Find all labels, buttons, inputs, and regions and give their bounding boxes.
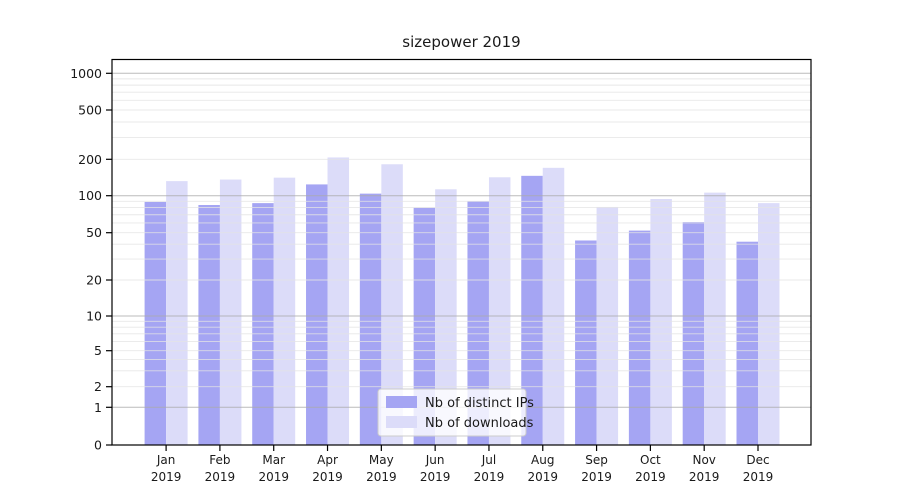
x-tick-label-year: 2019 (366, 470, 397, 484)
x-tick-label-month: Jul (481, 453, 496, 467)
x-tick-label-year: 2019 (312, 470, 343, 484)
x-tick-label-year: 2019 (420, 470, 451, 484)
bar-distinct-ips-sep (575, 240, 597, 445)
bar-downloads-jan (166, 181, 188, 445)
x-tick-label-year: 2019 (581, 470, 612, 484)
bar-downloads-apr (327, 157, 350, 445)
bar-distinct-ips-jun (413, 207, 436, 445)
bar-distinct-ips-jan (144, 201, 167, 445)
chart-title: sizepower 2019 (402, 33, 520, 51)
y-tick-label: 500 (78, 103, 102, 118)
x-tick-label-month: Jun (425, 453, 445, 467)
x-tick-label-month: Oct (640, 453, 661, 467)
y-tick-label: 10 (86, 309, 102, 324)
bar-downloads-may (381, 164, 403, 446)
x-tick-label-month: Jan (156, 453, 176, 467)
bar-downloads-nov (704, 192, 726, 445)
bar-downloads-jun (435, 189, 457, 445)
bar-distinct-ips-oct (628, 230, 651, 445)
bar-downloads-dec (758, 203, 780, 445)
bar-downloads-aug (542, 167, 565, 445)
bar-downloads-mar (273, 177, 296, 446)
y-tick-label: 200 (78, 152, 102, 167)
x-tick-label-month: Feb (209, 453, 230, 467)
y-tick-label: 20 (86, 273, 102, 288)
legend-swatch-distinct-ips (386, 396, 417, 408)
x-tick-label-year: 2019 (635, 470, 666, 484)
y-tick-label: 2 (94, 379, 102, 394)
bar-distinct-ips-aug (521, 175, 543, 445)
x-tick-label-year: 2019 (205, 470, 236, 484)
x-tick-label-year: 2019 (151, 470, 182, 484)
y-tick-label: 50 (86, 225, 102, 240)
bar-distinct-ips-feb (198, 205, 220, 445)
bar-downloads-sep (596, 206, 619, 445)
x-tick-label-month: May (369, 453, 394, 467)
bar-distinct-ips-jul (467, 201, 489, 445)
bar-downloads-oct (650, 199, 672, 445)
bar-distinct-ips-dec (736, 241, 758, 445)
x-tick-label-year: 2019 (474, 470, 505, 484)
bar-distinct-ips-mar (252, 203, 274, 445)
x-tick-label-year: 2019 (258, 470, 289, 484)
bar-distinct-ips-apr (306, 184, 328, 445)
bar-distinct-ips-may (359, 193, 382, 445)
y-tick-label: 100 (78, 188, 102, 203)
x-tick-label-month: Nov (692, 453, 715, 467)
bar-downloads-feb (219, 179, 242, 445)
x-tick-label-year: 2019 (689, 470, 720, 484)
y-tick-label: 5 (94, 343, 102, 358)
x-tick-label-month: Aug (531, 453, 554, 467)
y-tick-label: 1 (94, 400, 102, 415)
x-tick-label-month: Mar (262, 453, 285, 467)
y-tick-label: 0 (94, 438, 102, 453)
legend-label-downloads: Nb of downloads (425, 416, 534, 431)
plot-frame (111, 58, 812, 446)
x-tick-label-year: 2019 (743, 470, 774, 484)
x-tick-label-month: Sep (585, 453, 608, 467)
x-tick-label-year: 2019 (527, 470, 558, 484)
legend-swatch-downloads (386, 416, 417, 428)
y-tick-label: 1000 (70, 66, 102, 81)
x-tick-label-month: Dec (746, 453, 769, 467)
x-tick-label-month: Apr (317, 453, 338, 467)
legend-label-distinct-ips: Nb of distinct IPs (425, 396, 534, 411)
